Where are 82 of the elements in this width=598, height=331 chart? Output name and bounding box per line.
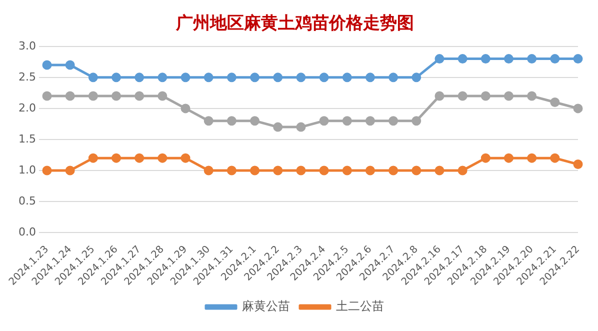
point [504,91,514,101]
point [112,91,121,101]
point [504,153,514,163]
point [573,54,583,64]
point [226,72,236,82]
point [365,166,375,176]
y-tick-label: 2.0 [18,101,36,114]
point [296,72,306,82]
y-tick-label: 2.5 [18,70,36,84]
point [527,153,537,163]
point [158,91,168,101]
point [273,166,283,176]
point [180,72,190,82]
point [180,104,190,114]
point [319,166,329,176]
y-tick-label: 0.5 [18,194,36,208]
point [480,91,490,101]
y-tick-label: 1.0 [18,163,36,176]
point [204,116,214,126]
point [88,91,98,101]
point [250,166,260,176]
point [365,72,375,82]
point [319,116,329,126]
point [42,60,52,70]
point [250,72,260,82]
y-tick-label: 3.0 [18,39,36,52]
point [550,54,560,64]
y-tick-label: 1.5 [18,132,36,146]
point [388,166,398,176]
point [319,72,329,82]
point [42,166,52,176]
point [273,122,283,132]
point [458,91,468,101]
point [527,54,537,64]
point [65,60,75,70]
point [296,122,306,132]
point [550,153,560,163]
point [250,116,260,126]
point [204,166,214,176]
legend-label: 麻黄公苗 [242,299,290,314]
point [88,72,98,82]
point [158,153,168,163]
point [42,91,52,101]
legend-label: 土二公苗 [336,299,384,314]
point [458,166,468,176]
point [273,72,283,82]
point [204,72,214,82]
y-tick-label: 0.0 [18,225,36,238]
point [112,72,121,82]
point [504,54,514,64]
point [365,116,375,126]
point [65,166,75,176]
point [573,160,583,170]
point [412,166,422,176]
point [412,116,422,126]
point [388,116,398,126]
point [158,72,168,82]
point [480,54,490,64]
point [180,153,190,163]
point [112,153,121,163]
point [134,153,144,163]
point [296,166,306,176]
point [134,91,144,101]
point [342,72,352,82]
point [434,54,444,64]
point [527,91,537,101]
point [412,72,422,82]
point [573,104,583,114]
chart-title: 广州地区麻黄土鸡苗价格走势图 [175,14,414,34]
point [458,54,468,64]
point [342,116,352,126]
point [434,91,444,101]
point [226,116,236,126]
point [480,153,490,163]
point [550,97,560,107]
point [434,166,444,176]
point [226,166,236,176]
point [65,91,75,101]
point [88,153,98,163]
point [342,166,352,176]
point [134,72,144,82]
point [388,72,398,82]
